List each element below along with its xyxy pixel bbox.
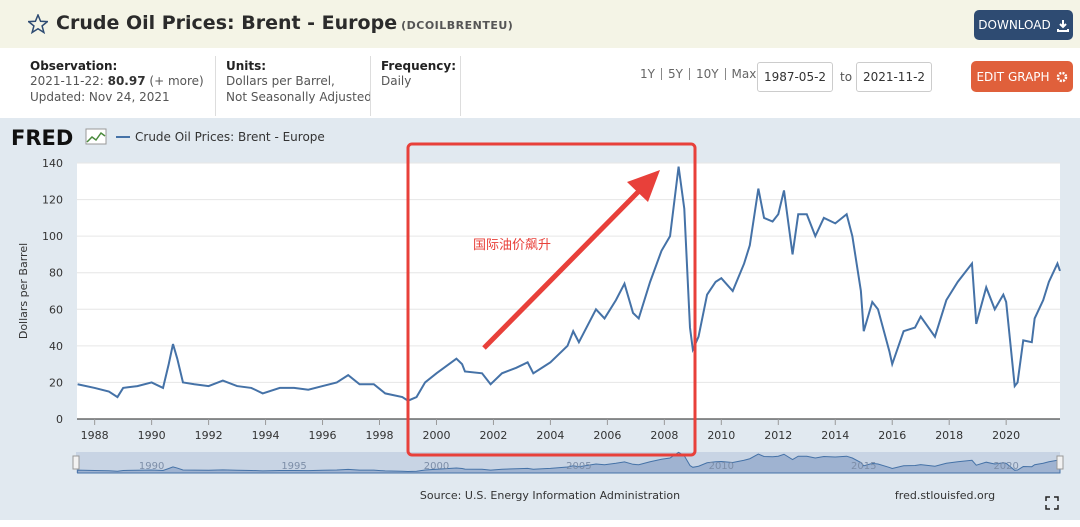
source: Source: U.S. Energy Information Administ… [420, 489, 680, 502]
x-tick-label: 1992 [195, 429, 223, 442]
range-button[interactable]: 1Y [640, 67, 655, 81]
edit-label: EDIT GRAPH [976, 69, 1050, 84]
nav-handle [72, 455, 80, 470]
title-text: Crude Oil Prices: Brent - Europe [56, 12, 398, 34]
plot-area [77, 163, 1060, 419]
x-tick-label: 2012 [764, 429, 792, 442]
divider [215, 56, 216, 116]
range-button[interactable]: 10Y [688, 68, 725, 80]
obs-value: 80.97 [107, 74, 146, 88]
gear-icon [1056, 71, 1067, 82]
annotation-arrow [482, 183, 647, 350]
annotation: 国际油价飙升 [473, 237, 551, 253]
fullscreen-icon[interactable] [1045, 496, 1059, 510]
frequency-text: Daily [381, 74, 412, 88]
units-text: Not Seasonally Adjusted [226, 90, 372, 104]
site: fred.stlouisfed.org [895, 489, 995, 502]
range-button[interactable]: 5Y [660, 68, 689, 80]
x-tick-label: 2000 [422, 429, 450, 442]
navigator-label: 2010 [709, 461, 734, 472]
series-id: (DCOILBRENTEU) [401, 19, 514, 32]
start-date[interactable]: 1987-05-2 [757, 62, 833, 92]
fred-logo: FRED [11, 126, 73, 150]
updated: Updated: Nov 24, 2021 [30, 90, 170, 104]
x-tick-label: 2004 [536, 429, 564, 442]
x-tick-label: 2008 [650, 429, 678, 442]
x-tick-label: 2016 [878, 429, 906, 442]
more-link[interactable]: (+ more) [149, 74, 204, 88]
x-tick-label: 2002 [479, 429, 507, 442]
nav-handle [1056, 455, 1064, 470]
observation: Observation: 2021-11-22: 80.97 (+ more) … [30, 59, 204, 105]
y-tick-label: 40 [49, 340, 63, 353]
navigator-label: 2020 [993, 461, 1018, 472]
star-icon[interactable] [28, 14, 48, 34]
download-icon [1056, 19, 1069, 32]
chart: FRED Dollars per Barrel Source: U.S. Ene… [0, 118, 1080, 520]
logo-icon [85, 128, 107, 145]
y-tick-label: 140 [42, 157, 63, 170]
y-tick-label: 20 [49, 376, 63, 389]
data-line [77, 166, 1061, 402]
divider [370, 56, 371, 116]
navigator-label: 1990 [139, 461, 164, 472]
annotation-arrowhead [627, 170, 660, 202]
y-tick-label: 120 [42, 194, 63, 207]
x-tick-label: 1988 [81, 429, 109, 442]
y-tick-label: 100 [42, 230, 63, 243]
label: Frequency: [381, 59, 457, 73]
navigator-label: 2000 [424, 461, 449, 472]
navigator-label: 2015 [851, 461, 876, 472]
y-tick-label: 60 [49, 303, 63, 316]
to-label: to [840, 70, 853, 84]
x-tick-label: 1996 [309, 429, 337, 442]
y-tick-label: 0 [56, 413, 63, 426]
label: Units: [226, 59, 267, 73]
units: Units: Dollars per Barrel, Not Seasonall… [226, 59, 372, 105]
obs-date: 2021-11-22: [30, 74, 104, 88]
x-tick-label: 2014 [821, 429, 849, 442]
download-button[interactable]: DOWNLOAD [974, 10, 1073, 40]
frequency: Frequency: Daily [381, 59, 456, 89]
navigator-label: 1995 [281, 461, 306, 472]
x-tick-label: 2018 [935, 429, 963, 442]
title: Crude Oil Prices: Brent - Europe (DCOILBR… [56, 12, 513, 34]
x-tick-label: 2020 [992, 429, 1020, 442]
download-label: DOWNLOAD [978, 18, 1051, 32]
annotation-box [406, 142, 697, 457]
y-axis-label: Dollars per Barrel [17, 243, 30, 339]
x-tick-label: 2010 [707, 429, 735, 442]
navigator-label: 2005 [566, 461, 591, 472]
x-tick-label: 1998 [366, 429, 394, 442]
legend-label: Crude Oil Prices: Brent - Europe [135, 130, 325, 144]
range-buttons: 1Y 5Y 10Y Max [634, 68, 762, 80]
navigator-area [77, 451, 1061, 474]
range-button[interactable]: Max [724, 68, 763, 80]
x-tick-label: 2006 [593, 429, 621, 442]
divider [460, 56, 461, 116]
y-tick-label: 80 [49, 267, 63, 280]
label: Observation: [30, 59, 118, 73]
end-date[interactable]: 2021-11-2 [856, 62, 932, 92]
header: Crude Oil Prices: Brent - Europe (DCOILBR… [0, 0, 1080, 48]
units-text: Dollars per Barrel, [226, 74, 335, 88]
edit-graph-button[interactable]: EDIT GRAPH [971, 61, 1073, 92]
x-tick-label: 1990 [138, 429, 166, 442]
x-tick-label: 1994 [252, 429, 280, 442]
